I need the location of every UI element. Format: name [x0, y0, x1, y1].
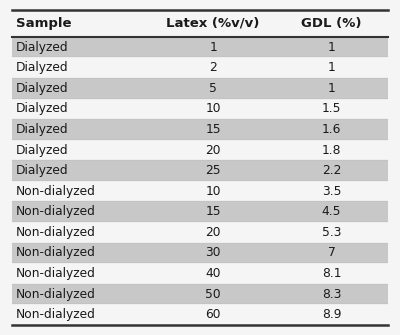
Bar — [12, 243, 388, 263]
Bar — [12, 181, 388, 201]
Text: Non-dialyzed: Non-dialyzed — [16, 226, 96, 239]
Text: Non-dialyzed: Non-dialyzed — [16, 267, 96, 280]
Bar — [12, 78, 388, 98]
Bar — [12, 10, 388, 37]
Bar — [12, 160, 388, 181]
Text: Dialyzed: Dialyzed — [16, 61, 69, 74]
Bar — [12, 222, 388, 243]
Text: Non-dialyzed: Non-dialyzed — [16, 308, 96, 321]
Text: Non-dialyzed: Non-dialyzed — [16, 287, 96, 300]
Text: GDL (%): GDL (%) — [301, 17, 362, 30]
Text: 15: 15 — [205, 123, 221, 136]
Bar — [12, 305, 388, 325]
Text: Dialyzed: Dialyzed — [16, 123, 69, 136]
Text: 40: 40 — [206, 267, 221, 280]
Bar — [12, 37, 388, 57]
Text: 2.2: 2.2 — [322, 164, 341, 177]
Text: Latex (%v/v): Latex (%v/v) — [166, 17, 260, 30]
Bar — [12, 140, 388, 160]
Text: Dialyzed: Dialyzed — [16, 82, 69, 95]
Bar — [12, 98, 388, 119]
Bar — [12, 263, 388, 284]
Text: 1: 1 — [209, 41, 217, 54]
Text: 8.3: 8.3 — [322, 287, 341, 300]
Text: 1: 1 — [328, 41, 336, 54]
Text: 7: 7 — [328, 247, 336, 259]
Text: Non-dialyzed: Non-dialyzed — [16, 247, 96, 259]
Text: 10: 10 — [206, 185, 221, 198]
Bar — [12, 284, 388, 305]
Text: 25: 25 — [205, 164, 221, 177]
Text: Non-dialyzed: Non-dialyzed — [16, 205, 96, 218]
Text: Sample: Sample — [16, 17, 72, 30]
Text: 20: 20 — [206, 143, 221, 156]
Text: 1.5: 1.5 — [322, 102, 341, 115]
Text: 2: 2 — [209, 61, 217, 74]
Text: 1.8: 1.8 — [322, 143, 341, 156]
Text: 5: 5 — [209, 82, 217, 95]
Text: Dialyzed: Dialyzed — [16, 41, 69, 54]
Text: 50: 50 — [205, 287, 221, 300]
Text: 10: 10 — [206, 102, 221, 115]
Text: Dialyzed: Dialyzed — [16, 102, 69, 115]
Bar — [12, 57, 388, 78]
Text: 15: 15 — [205, 205, 221, 218]
Text: 1: 1 — [328, 61, 336, 74]
Text: 4.5: 4.5 — [322, 205, 341, 218]
Text: 8.1: 8.1 — [322, 267, 341, 280]
Bar — [12, 201, 388, 222]
Text: 1.6: 1.6 — [322, 123, 341, 136]
Text: 1: 1 — [328, 82, 336, 95]
Bar — [12, 119, 388, 140]
Text: Non-dialyzed: Non-dialyzed — [16, 185, 96, 198]
Text: 5.3: 5.3 — [322, 226, 341, 239]
Text: Dialyzed: Dialyzed — [16, 164, 69, 177]
Text: 60: 60 — [206, 308, 221, 321]
Text: 8.9: 8.9 — [322, 308, 341, 321]
Text: 20: 20 — [206, 226, 221, 239]
Text: 3.5: 3.5 — [322, 185, 341, 198]
Text: Dialyzed: Dialyzed — [16, 143, 69, 156]
Text: 30: 30 — [206, 247, 221, 259]
